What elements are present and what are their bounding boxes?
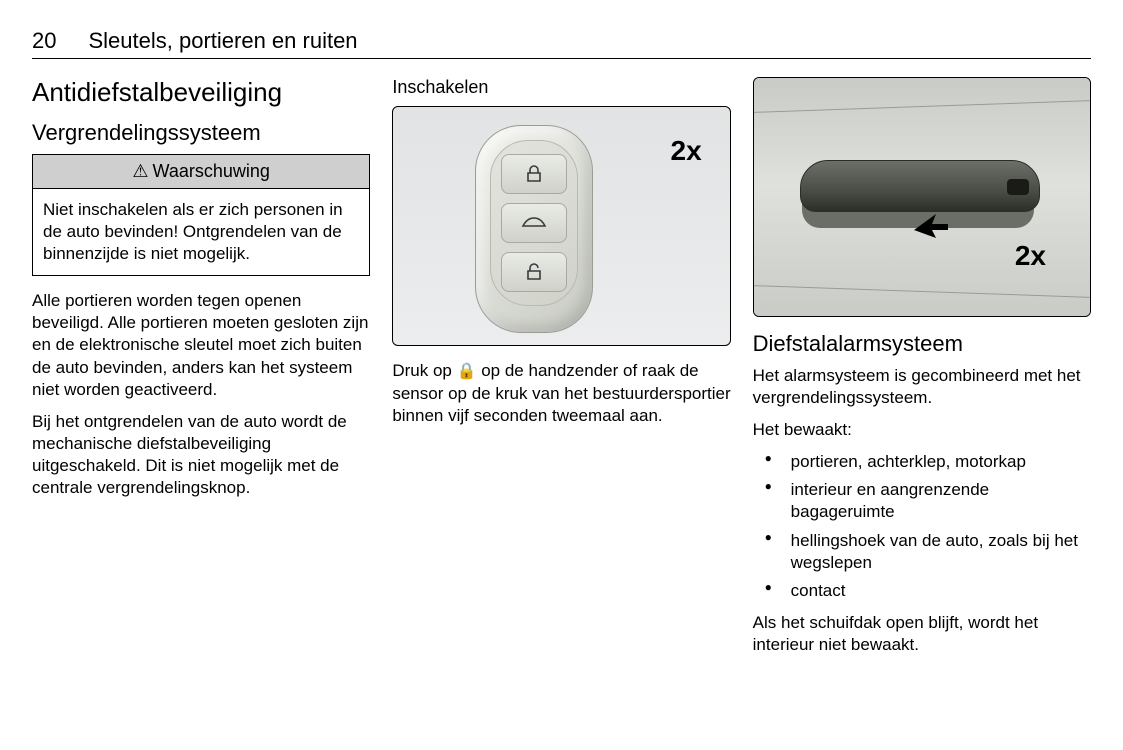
lock-icon: 🔒 bbox=[457, 362, 477, 383]
page-header: 20 Sleutels, portieren en ruiten bbox=[32, 28, 1091, 59]
keyfob-instruction: Druk op 🔒 op de handzender of raak de se… bbox=[392, 360, 730, 427]
warning-title-text: Waarschuwing bbox=[153, 161, 270, 182]
col1-para2: Bij het ontgrendelen van de auto wordt d… bbox=[32, 411, 370, 499]
keyfob-inner bbox=[490, 140, 578, 306]
keyfob-unlock-button bbox=[501, 252, 567, 292]
col3-para2: Het bewaakt: bbox=[753, 419, 1091, 441]
warning-body-text: Niet inschakelen als er zich personen in… bbox=[33, 189, 369, 275]
col3-para1: Het alarmsysteem is gecombineerd met het… bbox=[753, 365, 1091, 409]
heading-inschakelen: Inschakelen bbox=[392, 77, 730, 98]
keyfob-2x-label: 2x bbox=[671, 135, 702, 167]
list-item: hellingshoek van de auto, zoals bij het … bbox=[759, 530, 1091, 574]
column-2: Inschakelen 2x bbox=[392, 77, 730, 666]
door-2x-label: 2x bbox=[1015, 240, 1046, 272]
warning-header: ⚠ Waarschuwing bbox=[33, 155, 369, 189]
content-columns: Antidiefstalbeveiliging Vergrendelingssy… bbox=[32, 77, 1091, 666]
keyfob-trunk-button bbox=[501, 203, 567, 243]
heading-diefstalalarm: Diefstalalarmsysteem bbox=[753, 331, 1091, 357]
list-item: portieren, achterklep, motorkap bbox=[759, 451, 1091, 473]
keyfob-body bbox=[475, 125, 593, 333]
list-item: interieur en aangrenzende bagageruimte bbox=[759, 479, 1091, 523]
column-1: Antidiefstalbeveiliging Vergrendelingssy… bbox=[32, 77, 370, 666]
manual-page: 20 Sleutels, portieren en ruiten Antidie… bbox=[0, 0, 1123, 686]
list-item: contact bbox=[759, 580, 1091, 602]
column-3: 2x Diefstalalarmsysteem Het alarmsysteem… bbox=[753, 77, 1091, 666]
warning-triangle-icon: ⚠ bbox=[132, 161, 148, 182]
instruction-prefix: Druk op bbox=[392, 361, 456, 380]
warning-box: ⚠ Waarschuwing Niet inschakelen als er z… bbox=[32, 154, 370, 276]
heading-vergrendeling: Vergrendelingssysteem bbox=[32, 120, 370, 146]
section-title: Sleutels, portieren en ruiten bbox=[88, 28, 357, 54]
alarm-monitors-list: portieren, achterklep, motorkap interieu… bbox=[753, 451, 1091, 602]
door-handle-illustration: 2x bbox=[753, 77, 1091, 317]
header-line: 20 Sleutels, portieren en ruiten bbox=[32, 28, 1091, 54]
col3-para3: Als het schuifdak open blijft, wordt het… bbox=[753, 612, 1091, 656]
keyfob-lock-button bbox=[501, 154, 567, 194]
col1-para1: Alle portieren worden tegen openen bevei… bbox=[32, 290, 370, 400]
handle-lock-cylinder bbox=[1007, 179, 1029, 195]
heading-antidiefstal: Antidiefstalbeveiliging bbox=[32, 77, 370, 108]
door-handle bbox=[800, 160, 1040, 212]
page-number: 20 bbox=[32, 28, 56, 54]
keyfob-illustration: 2x bbox=[392, 106, 730, 346]
